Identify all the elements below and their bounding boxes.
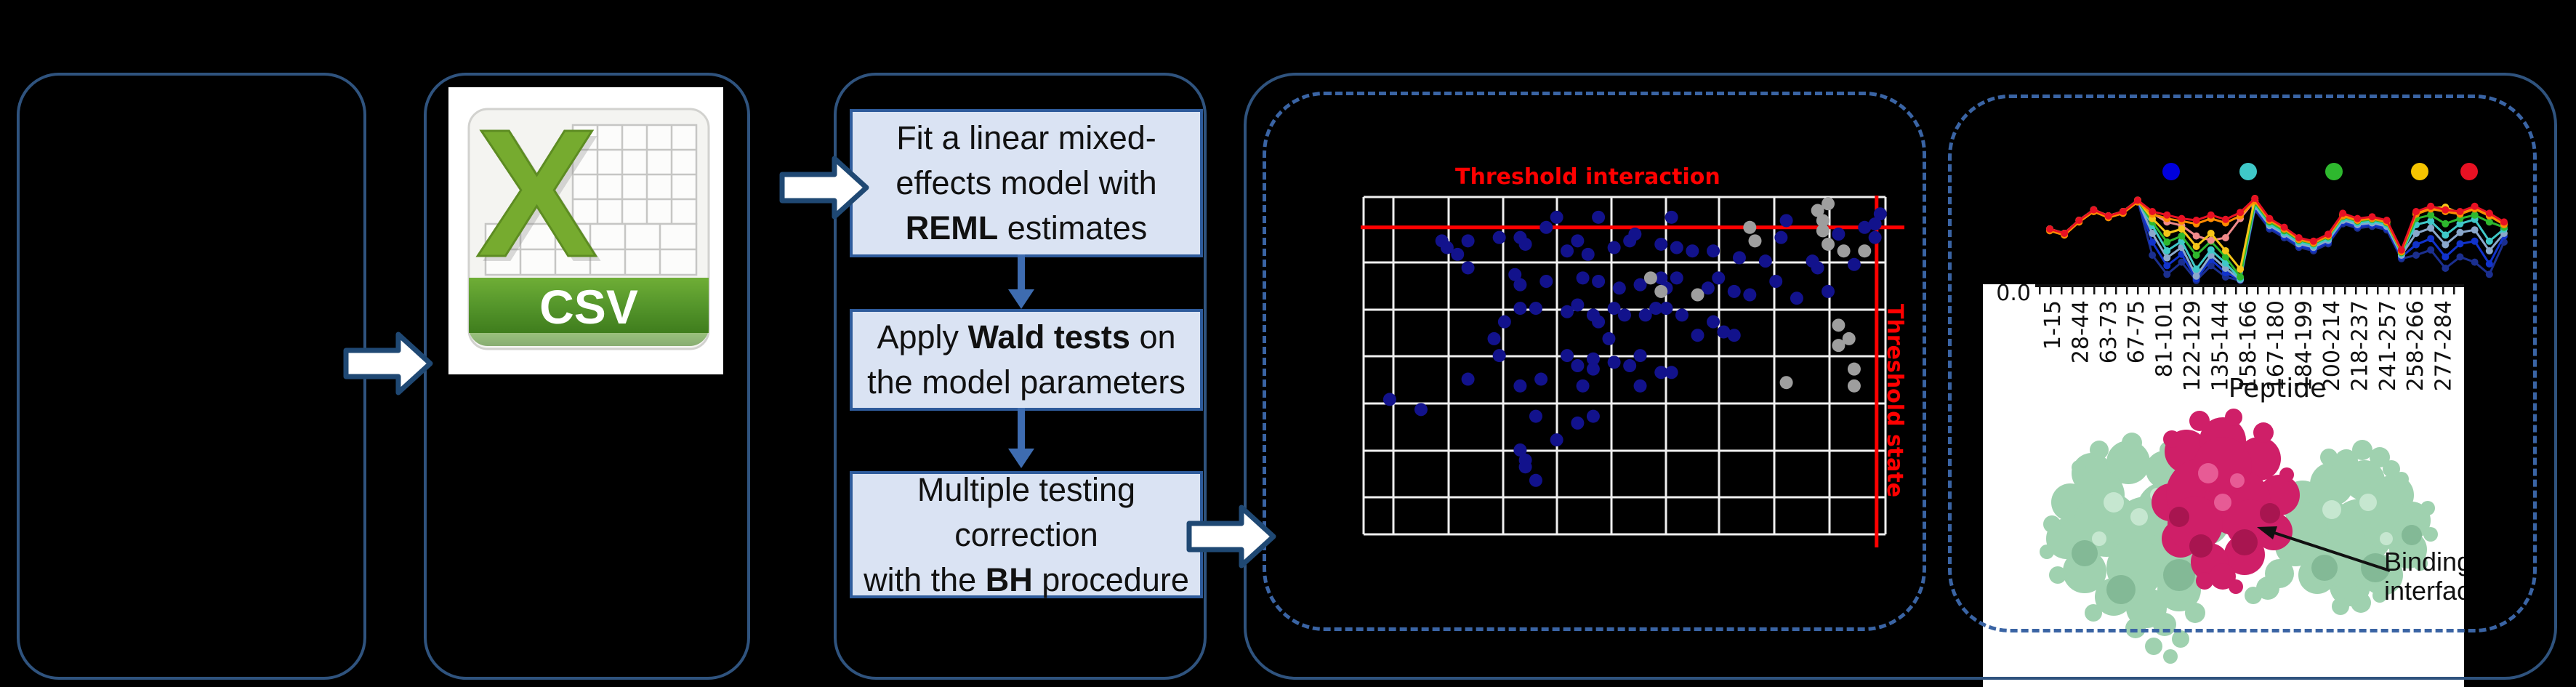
peptide-tick-label: 135-144: [2207, 300, 2233, 391]
peptide-tick-label: 200-214: [2319, 300, 2345, 391]
peptide-tick-label: 258-266: [2403, 300, 2428, 391]
peptide-tick-label: 1-15: [2040, 300, 2066, 350]
block-arrow-3: [1186, 505, 1276, 569]
binding-interface-arrowhead: [2257, 526, 2277, 539]
peptide-tick-label: 63-73: [2096, 300, 2122, 363]
flow-box-wald-text: Apply Wald tests on the model parameters: [867, 318, 1186, 401]
peptide-tick-label: 28-44: [2068, 300, 2093, 363]
flow-arrow-1-stem: [1018, 254, 1025, 291]
binding-interface-arrow: [2269, 530, 2391, 572]
csv-file-icon: X X CSV: [467, 91, 710, 350]
flow-box-wald: Apply Wald tests on the model parameters: [850, 309, 1203, 411]
x-axis-label: Peptide: [2229, 374, 2327, 403]
peptide-tick-label: 167-180: [2263, 300, 2289, 391]
peptide-tick-label: 218-237: [2347, 300, 2372, 391]
peptide-tick-label: 241-257: [2375, 300, 2401, 391]
legend-marker-5: [2460, 163, 2478, 180]
peptide-tick-label: 81-101: [2152, 300, 2178, 377]
block-arrow-2: [779, 156, 869, 220]
y-tick-0: 0.0: [1996, 284, 2031, 306]
flow-box-bh-text: Multiple testing correction with the BH pr…: [864, 470, 1189, 598]
panel-1: [17, 73, 366, 680]
threshold-interaction-label: Threshold interaction: [1455, 164, 1720, 190]
flow-box-reml-text: Fit a linear mixed-effects model with REM…: [895, 119, 1157, 246]
uptake-line-chart: [2046, 195, 2508, 284]
flow-arrow-1-head: [1008, 289, 1034, 309]
binding-label-line1: Binding: [2384, 547, 2464, 576]
flow-arrow-2-stem: [1018, 408, 1025, 450]
uptake-axis-and-protein-box: 0.0 1-15 28-44 63-73 67-75 81-101 122-129 135-1…: [1983, 284, 2464, 687]
flow-arrow-2-head: [1008, 449, 1034, 468]
csv-label: CSV: [539, 280, 638, 334]
legend-marker-1: [2162, 163, 2180, 180]
peptide-tick-label: 277-284: [2431, 300, 2457, 391]
binding-label-line2: interface: [2384, 576, 2464, 606]
csv-file-image: X X CSV: [448, 87, 723, 374]
legend-marker-2: [2239, 163, 2257, 180]
protein-structure-image: [2040, 409, 2438, 664]
peptide-tick-label: 158-166: [2236, 300, 2261, 391]
flow-box-reml: Fit a linear mixed-effects model with REM…: [850, 109, 1203, 257]
peptide-tick-label: 184-199: [2292, 300, 2317, 391]
legend-marker-4: [2411, 163, 2428, 180]
block-arrow-1: [343, 332, 433, 395]
threshold-state-label: Threshold state: [1882, 304, 1907, 498]
excel-x-glyph: X: [481, 97, 603, 300]
peptide-tick-label: 122-129: [2180, 300, 2205, 391]
svg-text:X: X: [476, 92, 597, 294]
flow-box-bh: Multiple testing correction with the BH pr…: [850, 471, 1203, 598]
peptide-tick-label: 67-75: [2124, 300, 2149, 363]
scatter-plot: [1361, 196, 1904, 547]
legend-marker-3: [2325, 163, 2343, 180]
